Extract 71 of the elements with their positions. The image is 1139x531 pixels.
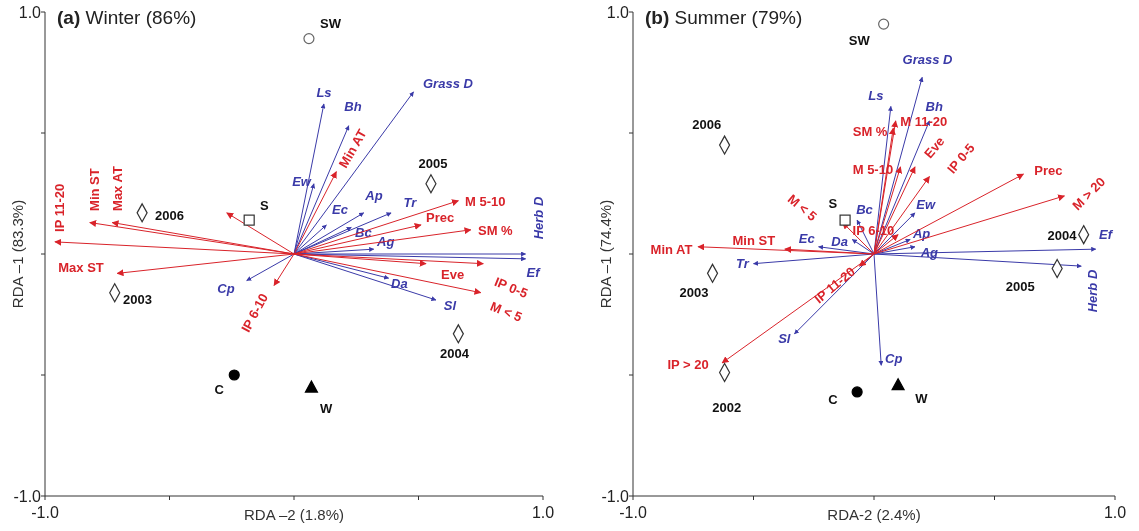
x-axis-title: RDA-2 (2.4%) [827,506,921,523]
series-label: Min AT [650,241,693,257]
series-label: Prec [1034,162,1063,178]
series-label: Grass D [423,75,474,91]
series-label: Sl [778,331,791,347]
series-label: M 5-10 [465,193,506,209]
series-label: Ef [1099,226,1114,242]
chart-title: (a) Winter (86%) [57,7,197,28]
series-label: Ls [868,87,884,103]
x-tick-label: 1.0 [1103,504,1127,521]
text: IP 11-20 [52,183,67,232]
series-label: SM % [852,123,888,139]
series-label: 2002 [712,400,742,416]
text: Max AT [110,166,125,211]
text: M > 20 [1069,174,1109,214]
series-label: S [828,195,838,211]
series-label: S [260,197,269,213]
series-label: Ef [526,265,542,281]
series-label: Da [391,276,408,292]
series-label: Bc [856,201,874,217]
series-label: 2006 [692,116,722,132]
text: M < 5 [784,191,820,224]
series-label: 2005 [418,155,448,171]
series-label: IP > 20 [667,357,709,373]
series-label: Ls [316,84,332,100]
x-tick-label: 1.0 [531,504,555,521]
series-label: 2003 [679,285,709,301]
series-label: Ew [916,196,936,212]
series-label: Grass D [902,51,954,67]
series-label: Da [831,233,848,249]
series-label: 2006 [155,207,184,223]
series-label: Sl [443,298,457,314]
series-label: W [915,391,929,407]
x-axis-title: RDA –2 (1.8%) [243,506,345,523]
series-label: C [214,382,225,398]
series-label: Tr [403,194,418,210]
series-label: Tr [735,256,750,272]
series-label: W [320,401,333,417]
series-label: 2003 [123,292,152,308]
series-label: Prec [426,209,455,225]
text: Herb D [1084,269,1100,313]
text: Min ST [87,168,102,211]
series-label: Bh [925,98,943,114]
x-tick-label: -1.0 [31,504,59,521]
text: M < 5 [488,298,525,325]
series-label: Max ST [58,260,104,276]
series-label: 2005 [1005,279,1035,295]
series-label: Ap [911,225,931,241]
series-label: Eve [441,267,465,283]
series-label: 2004 [1047,227,1078,243]
text: IP 6-10 [238,290,271,335]
series-label: SW [848,32,871,48]
y-axis-title: RDA –1 (83.3%) [9,199,26,309]
series-label: 2004 [440,346,470,362]
x-tick-label: -1.0 [619,504,647,521]
y-axis-title: RDA –1 (74.4%) [597,199,614,309]
series-label: SM % [478,222,514,238]
series-label: M 11-20 [900,113,948,129]
series-label: C [828,392,839,408]
series-label: Cp [885,351,903,367]
text: Herb D [531,196,546,240]
series-label: Bh [344,98,362,114]
series-label: Min ST [732,232,776,248]
series-label: Ec [798,230,816,246]
series-label: Ec [332,201,349,217]
series-label: SW [320,15,342,31]
text: Min AT [335,126,370,171]
series-label: Cp [217,281,235,297]
series-label: Ew [292,173,312,189]
series-label: Ap [364,187,383,203]
chart-title: (b) Summer (79%) [645,7,803,28]
